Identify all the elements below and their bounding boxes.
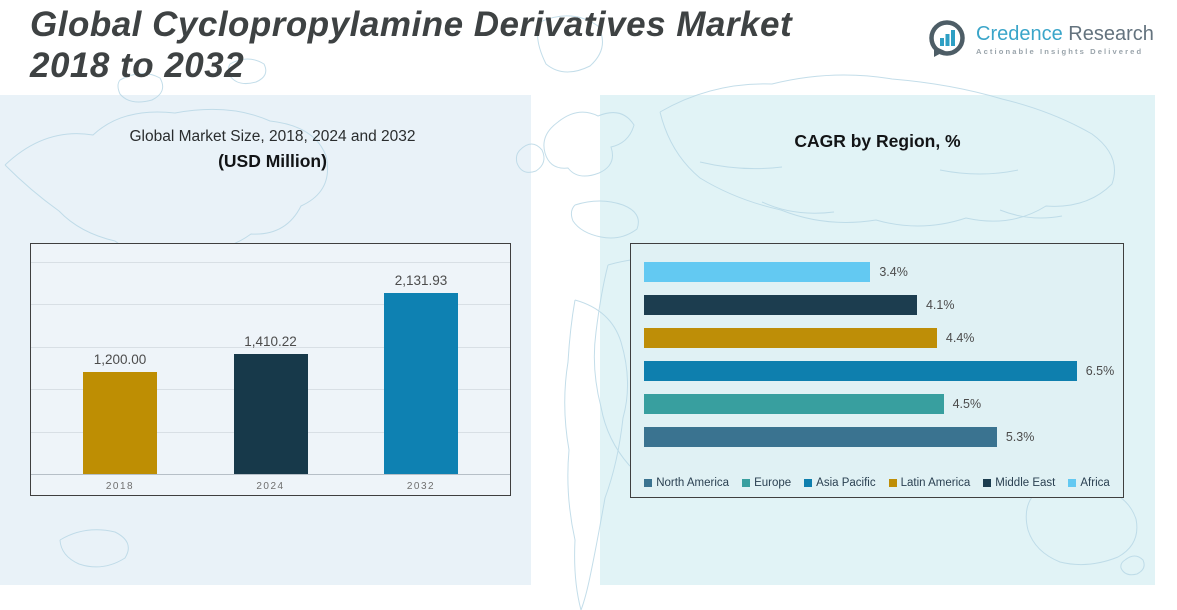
market-size-bar-2024: 1,410.22 bbox=[233, 334, 308, 474]
legend-label: North America bbox=[656, 477, 730, 489]
x-axis-line bbox=[31, 474, 510, 475]
cagr-value-label: 4.1% bbox=[925, 298, 955, 312]
cagr-bars: 3.4% 4.1% 4.4% 6.5% 4.5% 5.3% bbox=[644, 262, 1114, 461]
x-axis-label: 2024 bbox=[256, 481, 285, 492]
cagr-value-label: 3.4% bbox=[879, 265, 908, 279]
cagr-row-north-america: 5.3% bbox=[644, 427, 1110, 447]
x-axis-label: 2018 bbox=[105, 481, 135, 492]
legend-label: Middle East bbox=[995, 477, 1056, 489]
legend-label: Europe bbox=[754, 477, 792, 489]
legend-label: Latin America bbox=[900, 477, 971, 489]
cagr-value-label: 4.5% bbox=[952, 397, 982, 411]
bar-value-label: 2,131.93 bbox=[394, 273, 448, 289]
legend-swatch bbox=[888, 479, 897, 487]
brand-logo: Credence Research Actionable Insights De… bbox=[926, 18, 1154, 60]
legend-swatch bbox=[742, 479, 751, 487]
legend-swatch bbox=[983, 479, 992, 487]
cagr-row-latin-america: 4.4% bbox=[644, 328, 1110, 348]
cagr-value-label: 5.3% bbox=[1005, 430, 1035, 444]
market-size-bars: 1,200.00 2018 1,410.22 2024 2,131.93 2032 bbox=[31, 262, 510, 492]
cagr-chart: 3.4% 4.1% 4.4% 6.5% 4.5% 5.3% North America Eu… bbox=[630, 243, 1124, 498]
brand-tagline: Actionable Insights Delivered bbox=[976, 46, 1144, 56]
cagr-value-label: 4.4% bbox=[945, 331, 975, 345]
gridline bbox=[31, 346, 510, 348]
cagr-row-asia-pacific: 6.5% bbox=[644, 361, 1114, 381]
cagr-bar-africa bbox=[644, 262, 871, 282]
cagr-row-middle-east: 4.1% bbox=[644, 295, 1110, 315]
market-size-plot-area: 1,200.00 2018 1,410.22 2024 2,131.93 2032 bbox=[31, 262, 510, 492]
brand-name: Credence Research bbox=[976, 23, 1154, 45]
gridline bbox=[31, 304, 510, 306]
cagr-bar-latin-america bbox=[644, 328, 937, 348]
legend-item-europe: Europe bbox=[742, 477, 791, 489]
legend-item-africa: Africa bbox=[1068, 477, 1110, 489]
market-size-chart: 1,200.00 2018 1,410.22 2024 2,131.93 2032 bbox=[30, 243, 511, 496]
legend-item-latin-america: Latin America bbox=[888, 477, 971, 489]
cagr-bar-asia-pacific bbox=[644, 361, 1077, 381]
legend-swatch bbox=[804, 479, 813, 487]
bar-column-2032: 2,131.93 2032 bbox=[384, 262, 458, 492]
legend-label: Asia Pacific bbox=[816, 477, 876, 489]
market-size-chart-subtitle: (USD Million) bbox=[218, 151, 327, 171]
cagr-chart-title: CAGR by Region, % bbox=[794, 131, 961, 151]
legend-label: Africa bbox=[1080, 477, 1110, 489]
legend-swatch bbox=[644, 479, 653, 487]
credence-bar-chart-icon bbox=[926, 18, 968, 60]
market-size-chart-title: Global Market Size, 2018, 2024 and 2032 bbox=[129, 128, 416, 145]
brand-name-secondary: Research bbox=[1068, 22, 1154, 45]
bar-value-label: 1,200.00 bbox=[93, 352, 147, 368]
x-axis-label: 2032 bbox=[406, 481, 436, 492]
bar-value-label: 1,410.22 bbox=[244, 334, 297, 350]
market-size-bar-2018: 1,200.00 bbox=[83, 352, 157, 474]
brand-name-primary: Credence bbox=[976, 22, 1063, 45]
cagr-row-africa: 3.4% bbox=[644, 262, 1110, 282]
cagr-value-label: 6.5% bbox=[1085, 364, 1115, 378]
brand-text-block: Credence Research Actionable Insights De… bbox=[976, 23, 1154, 56]
legend-item-asia-pacific: Asia Pacific bbox=[804, 477, 876, 489]
page-title-line1: Global Cyclopropylamine Derivatives Mark… bbox=[30, 5, 793, 44]
page-title: Global Cyclopropylamine Derivatives Mark… bbox=[30, 4, 910, 86]
cagr-bar-middle-east bbox=[644, 295, 917, 315]
bar-column-2018: 1,200.00 2018 bbox=[83, 262, 157, 492]
cagr-bar-north-america bbox=[644, 427, 997, 447]
cagr-legend: North America Europe Asia Pacific Latin Ame… bbox=[631, 477, 1123, 489]
market-size-bar-2032: 2,131.93 bbox=[384, 273, 458, 474]
bar-column-2024: 1,410.22 2024 bbox=[233, 262, 308, 492]
legend-item-north-america: North America bbox=[644, 477, 729, 489]
legend-item-middle-east: Middle East bbox=[983, 477, 1055, 489]
page-title-line2: 2018 to 2032 bbox=[30, 46, 245, 85]
gridline bbox=[31, 262, 510, 263]
cagr-bar-europe bbox=[644, 394, 944, 414]
cagr-row-europe: 4.5% bbox=[644, 394, 1110, 414]
legend-swatch bbox=[1068, 479, 1077, 487]
